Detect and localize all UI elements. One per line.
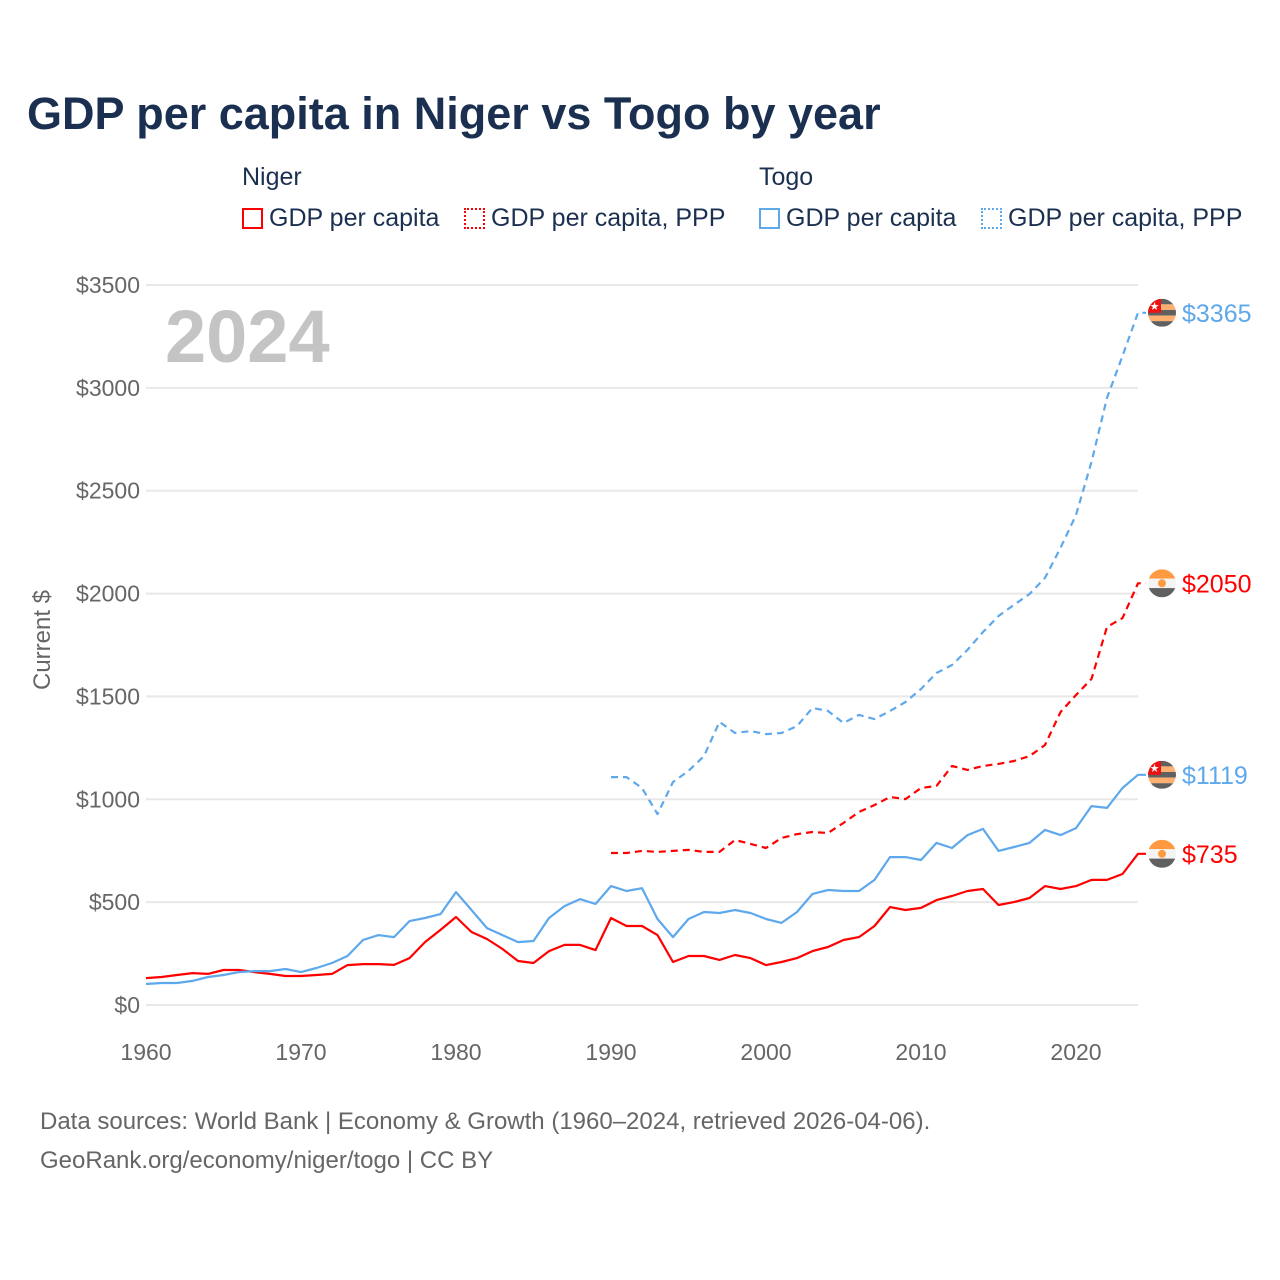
legend-niger-gdp[interactable]: GDP per capita (242, 204, 439, 233)
niger-flag-icon (1148, 569, 1176, 598)
legend-label: GDP per capita, PPP (491, 204, 726, 232)
y-tick-label: $3000 (76, 375, 140, 401)
x-tick-label: 1960 (120, 1039, 171, 1065)
x-tick-label: 2010 (895, 1039, 946, 1065)
series-line-niger-gdp-per-capita-ppp (611, 582, 1146, 855)
legend-label: GDP per capita, PPP (1008, 204, 1243, 232)
y-tick-label: $2500 (76, 478, 140, 504)
x-tick-label: 1990 (585, 1039, 636, 1065)
y-tick-label: $500 (89, 889, 140, 915)
year-watermark: 2024 (165, 295, 330, 378)
y-tick-label: $0 (114, 992, 140, 1018)
togo-flag-icon: ★ (1148, 760, 1176, 789)
legend-swatch-dotted (981, 208, 1002, 229)
legend-label: GDP per capita (786, 204, 957, 232)
end-value-label: $2050 (1182, 570, 1252, 598)
togo-flag-icon: ★ (1148, 298, 1176, 327)
legend-group-niger: Niger (242, 163, 302, 191)
x-tick-label: 2000 (740, 1039, 791, 1065)
legend-swatch-solid (759, 208, 780, 229)
footer-link[interactable]: GeoRank.org/economy/niger/togo | CC BY (40, 1147, 494, 1174)
legend-togo-gdp-ppp[interactable]: GDP per capita, PPP (981, 204, 1242, 233)
legend-togo-gdp[interactable]: GDP per capita (759, 204, 956, 233)
series-line-togo-gdp-per-capita (145, 773, 1146, 986)
y-axis-label: Current $ (29, 590, 56, 690)
chart-title: GDP per capita in Niger vs Togo by year (27, 88, 881, 139)
y-tick-label: $2000 (76, 581, 140, 607)
end-value-label: $1119 (1182, 762, 1248, 790)
footer-sources: Data sources: World Bank | Economy & Gro… (40, 1108, 931, 1135)
legend-label: GDP per capita (269, 204, 440, 232)
svg-text:★: ★ (1150, 763, 1160, 775)
x-tick-label: 1980 (430, 1039, 481, 1065)
x-tick-label: 1970 (275, 1039, 326, 1065)
series-line-togo-gdp-per-capita-ppp (611, 311, 1146, 816)
legend-swatch-solid (242, 208, 263, 229)
x-tick-label: 2020 (1050, 1039, 1101, 1065)
svg-text:★: ★ (1150, 301, 1160, 313)
end-value-label: $735 (1182, 841, 1238, 869)
legend-swatch-dotted (464, 208, 485, 229)
legend-group-togo: Togo (759, 163, 814, 191)
y-tick-label: $3500 (76, 272, 140, 298)
y-tick-label: $1000 (76, 786, 140, 812)
end-value-label: $3365 (1182, 300, 1252, 328)
niger-flag-icon (1148, 839, 1176, 868)
y-tick-label: $1500 (76, 683, 140, 709)
legend-niger-gdp-ppp[interactable]: GDP per capita, PPP (464, 204, 725, 233)
series-line-niger-gdp-per-capita (145, 852, 1146, 980)
